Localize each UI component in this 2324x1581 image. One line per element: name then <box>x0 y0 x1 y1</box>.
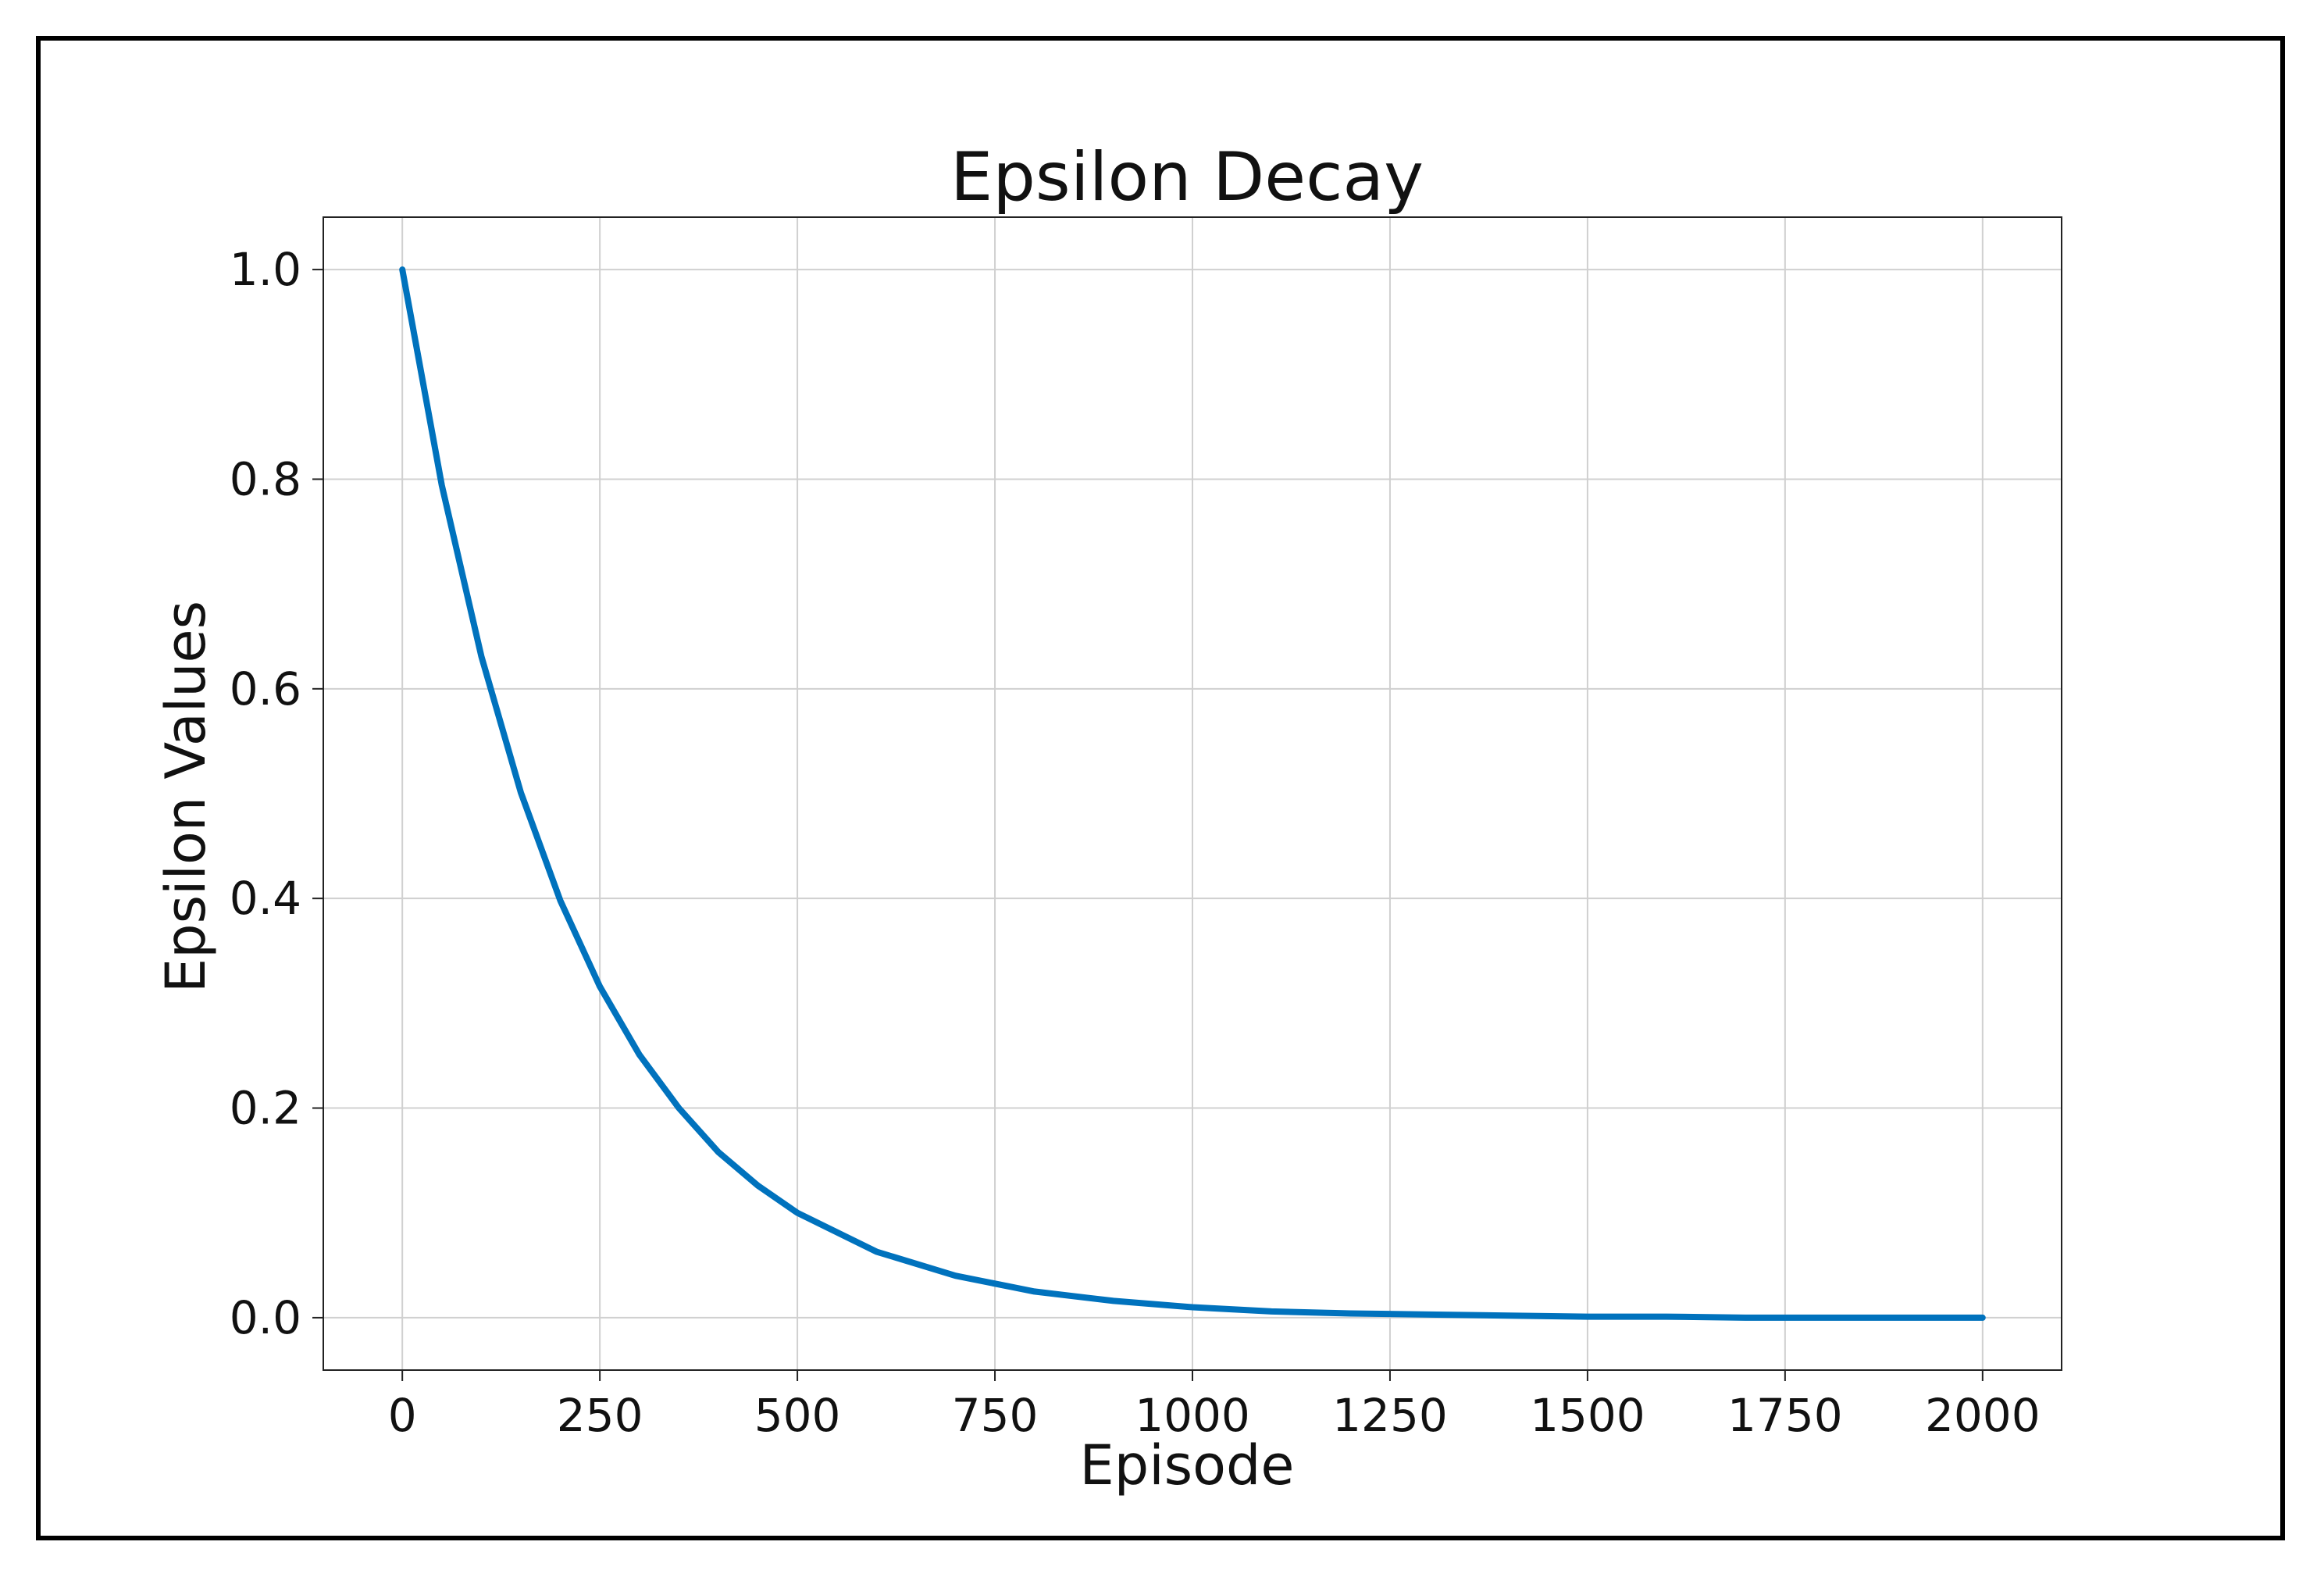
x-tick-label: 500 <box>754 1389 841 1442</box>
y-tick-label: 1.0 <box>230 243 301 296</box>
y-tick-label: 0.2 <box>230 1082 301 1135</box>
x-axis-title: Episode <box>1080 1433 1295 1497</box>
x-tick-label: 1000 <box>1135 1389 1250 1442</box>
x-tick-label: 1500 <box>1530 1389 1645 1442</box>
y-tick-label: 0.4 <box>230 872 301 925</box>
x-tick-label: 750 <box>952 1389 1039 1442</box>
series <box>399 266 1986 1321</box>
x-tick-label: 1750 <box>1727 1389 1843 1442</box>
chart-frame <box>36 36 2285 1540</box>
y-tick-label: 0.8 <box>230 452 301 505</box>
y-tick-label: 0.0 <box>230 1291 301 1344</box>
y-axis-title: Epsilon Values <box>154 601 218 993</box>
grid <box>323 217 2062 1370</box>
ticks: 0 250 500 750 1000 1250 1500 1750 2000 0.0 0.2 0.4 0… <box>230 243 2041 1442</box>
chart-title: Epsilon Decay <box>950 138 1424 216</box>
x-tick-label: 250 <box>557 1389 643 1442</box>
y-tick-label: 0.6 <box>230 662 301 716</box>
x-tick-label: 1250 <box>1332 1389 1448 1442</box>
series-line <box>399 266 1986 1321</box>
x-tick-label: 2000 <box>1925 1389 2041 1442</box>
x-tick-label: 0 <box>388 1389 417 1442</box>
